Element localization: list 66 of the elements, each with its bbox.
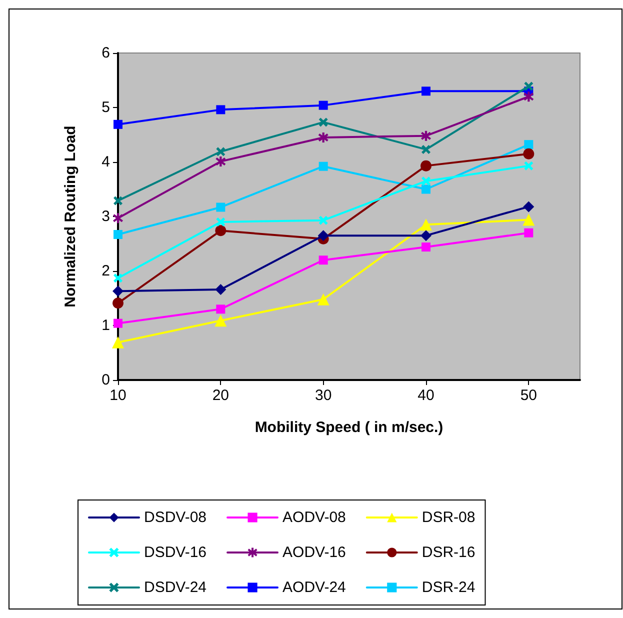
y-tick-label: 4 <box>102 154 110 170</box>
y-tick-label: 1 <box>102 317 110 334</box>
point <box>318 230 329 242</box>
legend-label: AODV-08 <box>282 509 346 526</box>
point <box>112 298 124 309</box>
point <box>524 92 534 102</box>
point <box>318 100 328 110</box>
point <box>216 202 226 212</box>
point <box>420 218 432 231</box>
point <box>422 86 430 96</box>
y-tick-label: 3 <box>102 208 110 225</box>
legend-label: DSR-24 <box>422 579 476 596</box>
point <box>422 144 430 154</box>
point <box>422 184 430 194</box>
y-axis-title: Normalized Routing Load <box>62 126 79 308</box>
point <box>422 242 430 252</box>
point <box>216 147 226 156</box>
point <box>112 336 124 348</box>
point <box>114 318 122 328</box>
legend-label: DSDV-08 <box>144 509 207 526</box>
point <box>420 160 432 172</box>
point <box>114 230 122 239</box>
x-tick-label: 50 <box>520 387 538 404</box>
point <box>421 130 431 141</box>
x-tick-label: 40 <box>418 387 434 404</box>
point <box>318 118 328 127</box>
point <box>524 228 534 238</box>
point <box>422 176 430 186</box>
legend-label: DSR-08 <box>422 509 476 526</box>
point <box>524 161 534 170</box>
x-tick-label: 20 <box>212 387 230 404</box>
point <box>318 216 328 225</box>
x-tick-label: 10 <box>110 387 126 404</box>
legend-label: AODV-16 <box>282 544 346 561</box>
legend-label: AODV-24 <box>282 579 346 596</box>
point <box>523 201 534 212</box>
legend-label: DSDV-24 <box>144 579 207 596</box>
point <box>215 284 226 296</box>
point <box>318 132 328 142</box>
point <box>113 213 123 224</box>
y-tick-label: 0 <box>102 372 110 388</box>
point <box>114 196 122 206</box>
y-tick-label: 6 <box>102 44 110 62</box>
point <box>114 120 122 129</box>
legend-label: DSR-16 <box>422 544 476 561</box>
point <box>216 105 226 114</box>
point <box>524 140 534 150</box>
point <box>523 148 534 160</box>
point <box>214 314 227 327</box>
x-axis-title: Mobility Speed ( in m/sec.) <box>254 419 444 436</box>
point <box>216 304 226 314</box>
point <box>524 82 534 91</box>
point <box>216 217 226 226</box>
point <box>216 156 226 166</box>
y-tick-label: 5 <box>102 99 110 116</box>
point <box>318 162 328 171</box>
point <box>420 230 432 242</box>
point <box>114 274 122 283</box>
point <box>317 293 330 306</box>
x-tick-label: 30 <box>314 387 332 404</box>
point <box>522 214 535 226</box>
point <box>318 256 328 265</box>
legend-label: DSDV-16 <box>144 544 207 561</box>
y-tick-label: 2 <box>102 262 110 280</box>
point <box>112 286 124 297</box>
point <box>215 225 226 236</box>
